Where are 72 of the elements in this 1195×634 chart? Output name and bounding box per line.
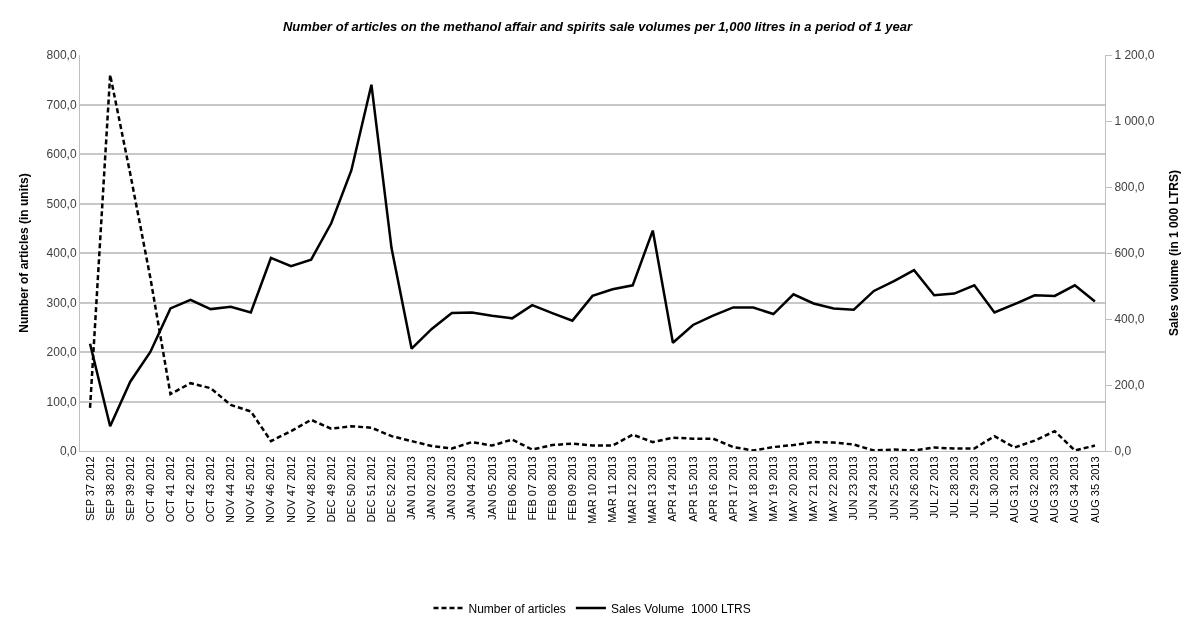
x-tick-label: JAN 04 2013 — [465, 456, 478, 521]
y2-axis-title: Sales volume (in 1 000 LTRS) — [1166, 170, 1181, 336]
x-tick-label: JAN 01 2013 — [405, 456, 418, 521]
x-tick-label: FEB 06 2013 — [505, 456, 518, 521]
y2-tick-label: 0,0 — [1114, 444, 1132, 459]
x-tick-label: MAY 21 2013 — [807, 456, 820, 523]
y2-tick-label: 1 000,0 — [1114, 114, 1155, 129]
x-tick-label: FEB 08 2013 — [545, 456, 558, 521]
y-tick-label: 500,0 — [46, 196, 77, 211]
x-tick-label: DEC 50 2012 — [344, 456, 357, 523]
x-tick-label: SEP 38 2012 — [103, 456, 116, 522]
x-tick-label: MAY 20 2013 — [787, 456, 800, 523]
x-tick-label: APR 14 2013 — [666, 456, 679, 522]
y2-tick-label: 400,0 — [1114, 312, 1145, 327]
x-tick-label: OCT 40 2012 — [143, 456, 156, 523]
y-tick-label: 400,0 — [46, 246, 77, 261]
x-tick-label: FEB 07 2013 — [525, 456, 538, 521]
x-tick-label: MAR 12 2013 — [626, 456, 639, 524]
x-tick-label: JUN 24 2013 — [867, 456, 880, 521]
x-tick-label: JAN 05 2013 — [485, 456, 498, 521]
x-tick-label: MAR 10 2013 — [586, 456, 599, 524]
y2-tick-label: 200,0 — [1114, 378, 1145, 393]
legend-label: Sales Volume 1000 LTRS — [610, 601, 751, 616]
x-tick-label: AUG 33 2013 — [1048, 456, 1061, 524]
x-tick-label: MAR 13 2013 — [646, 456, 659, 524]
x-tick-label: NOV 44 2012 — [224, 456, 237, 524]
x-tick-label: SEP 37 2012 — [83, 456, 96, 522]
x-tick-label: MAR 11 2013 — [606, 456, 619, 523]
x-tick-label: JAN 03 2013 — [445, 456, 458, 521]
x-tick-label: AUG 34 2013 — [1068, 456, 1081, 524]
x-tick-label: DEC 51 2012 — [365, 456, 377, 523]
y-tick-label: 200,0 — [46, 345, 77, 360]
x-tick-label: NOV 47 2012 — [284, 456, 297, 524]
x-tick-label: JUL 29 2013 — [967, 456, 980, 519]
chart-title: Number of articles on the methanol affair and spirits sale volumes per 1,000 litres in a period of 1 year — [282, 19, 913, 35]
x-tick-label: NOV 48 2012 — [304, 456, 317, 524]
x-tick-label: JUL 27 2013 — [927, 456, 940, 519]
x-tick-label: SEP 39 2012 — [123, 456, 136, 522]
x-tick-label: OCT 43 2012 — [204, 456, 217, 523]
x-tick-label: JUL 28 2013 — [947, 456, 960, 519]
y-tick-label: 600,0 — [46, 147, 77, 162]
y2-tick-label: 1 200,0 — [1114, 48, 1155, 63]
x-tick-label: AUG 32 2013 — [1028, 456, 1041, 524]
x-tick-label: NOV 45 2012 — [244, 456, 257, 524]
x-tick-label: JUL 30 2013 — [988, 456, 1001, 519]
x-tick-label: OCT 42 2012 — [184, 456, 197, 523]
x-tick-label: APR 17 2013 — [726, 456, 739, 522]
x-tick-label: DEC 52 2012 — [385, 456, 398, 523]
y-tick-label: 0,0 — [59, 444, 77, 459]
y-tick-label: 800,0 — [46, 48, 77, 63]
x-tick-label: AUG 31 2013 — [1008, 456, 1021, 524]
x-tick-label: FEB 09 2013 — [565, 456, 578, 521]
x-tick-label: OCT 41 2012 — [164, 456, 177, 523]
y-tick-label: 300,0 — [46, 295, 77, 310]
x-tick-label: MAY 18 2013 — [746, 456, 759, 523]
x-tick-label: JUN 25 2013 — [887, 456, 900, 521]
legend-label: Number of articles — [468, 601, 566, 616]
x-tick-label: NOV 46 2012 — [264, 456, 277, 524]
x-tick-label: JAN 02 2013 — [425, 456, 438, 521]
x-tick-label: APR 15 2013 — [686, 456, 699, 522]
x-tick-label: DEC 49 2012 — [324, 456, 337, 523]
x-tick-label: MAY 19 2013 — [766, 456, 779, 523]
y2-tick-label: 800,0 — [1114, 180, 1145, 195]
y-tick-label: 700,0 — [46, 97, 77, 112]
y2-tick-label: 600,0 — [1114, 246, 1145, 261]
x-tick-label: APR 16 2013 — [706, 456, 719, 522]
y-tick-label: 100,0 — [46, 394, 77, 409]
y-axis-title: Number of articles (in units) — [16, 173, 31, 333]
x-tick-label: JUN 26 2013 — [907, 456, 920, 521]
x-tick-label: AUG 35 2013 — [1088, 456, 1101, 524]
x-tick-label: JUN 23 2013 — [847, 456, 860, 521]
x-tick-label: MAY 22 2013 — [827, 456, 840, 523]
